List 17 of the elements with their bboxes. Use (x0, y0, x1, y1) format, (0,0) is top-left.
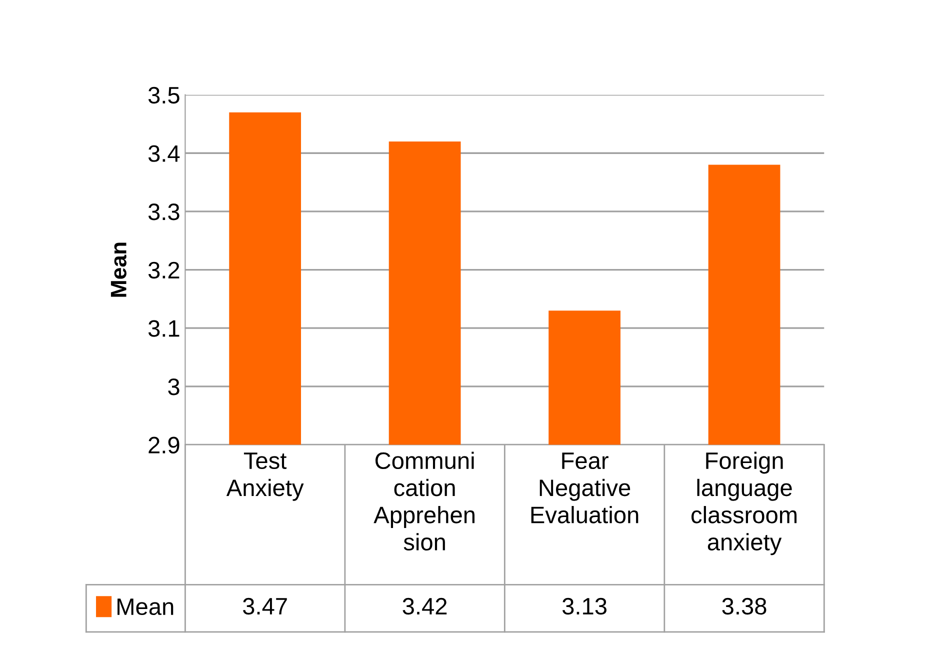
y-tick-label: 3.5 (148, 86, 180, 104)
data-label: 3.42 (402, 598, 447, 615)
y-tick-label: 3.1 (148, 320, 180, 337)
x-tick-label: Communi cation Apprehen sion (374, 452, 474, 550)
x-tick-label: Foreign language classroom anxiety (691, 452, 797, 556)
legend-label: Mean (118, 598, 174, 616)
y-tick-label: 3.4 (148, 145, 180, 162)
y-tick-label: 3 (168, 378, 180, 396)
y-tick-label: 3.2 (148, 262, 180, 279)
data-label: 3.38 (722, 598, 766, 615)
y-tick-label: 3.3 (148, 204, 180, 220)
y-axis-title: Mean (110, 242, 126, 297)
y-tick-label: 2.9 (148, 436, 180, 454)
x-tick-label: Test Anxiety (226, 452, 304, 501)
data-label: 3.13 (562, 598, 606, 615)
x-tick-label: Fear Negative Evaluation (531, 452, 638, 524)
data-label: 3.47 (242, 598, 287, 615)
